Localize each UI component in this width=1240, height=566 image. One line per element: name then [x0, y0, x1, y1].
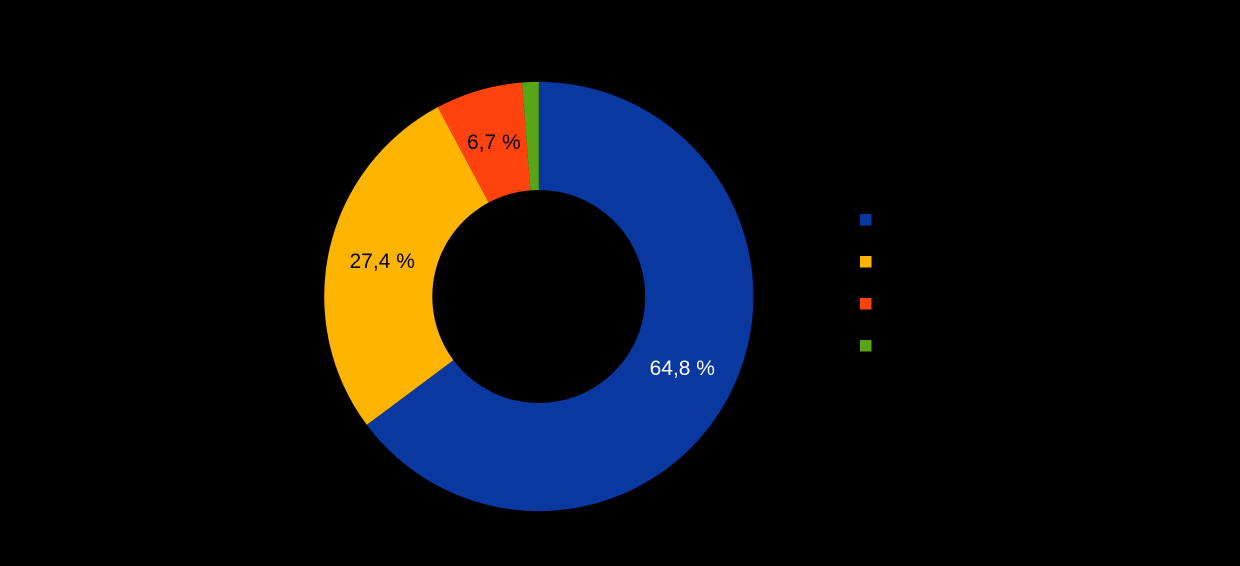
- svg-text:64,8 %: 64,8 %: [650, 357, 715, 380]
- svg-text:6,7 %: 6,7 %: [467, 131, 521, 154]
- svg-text:27,4 %: 27,4 %: [350, 250, 415, 273]
